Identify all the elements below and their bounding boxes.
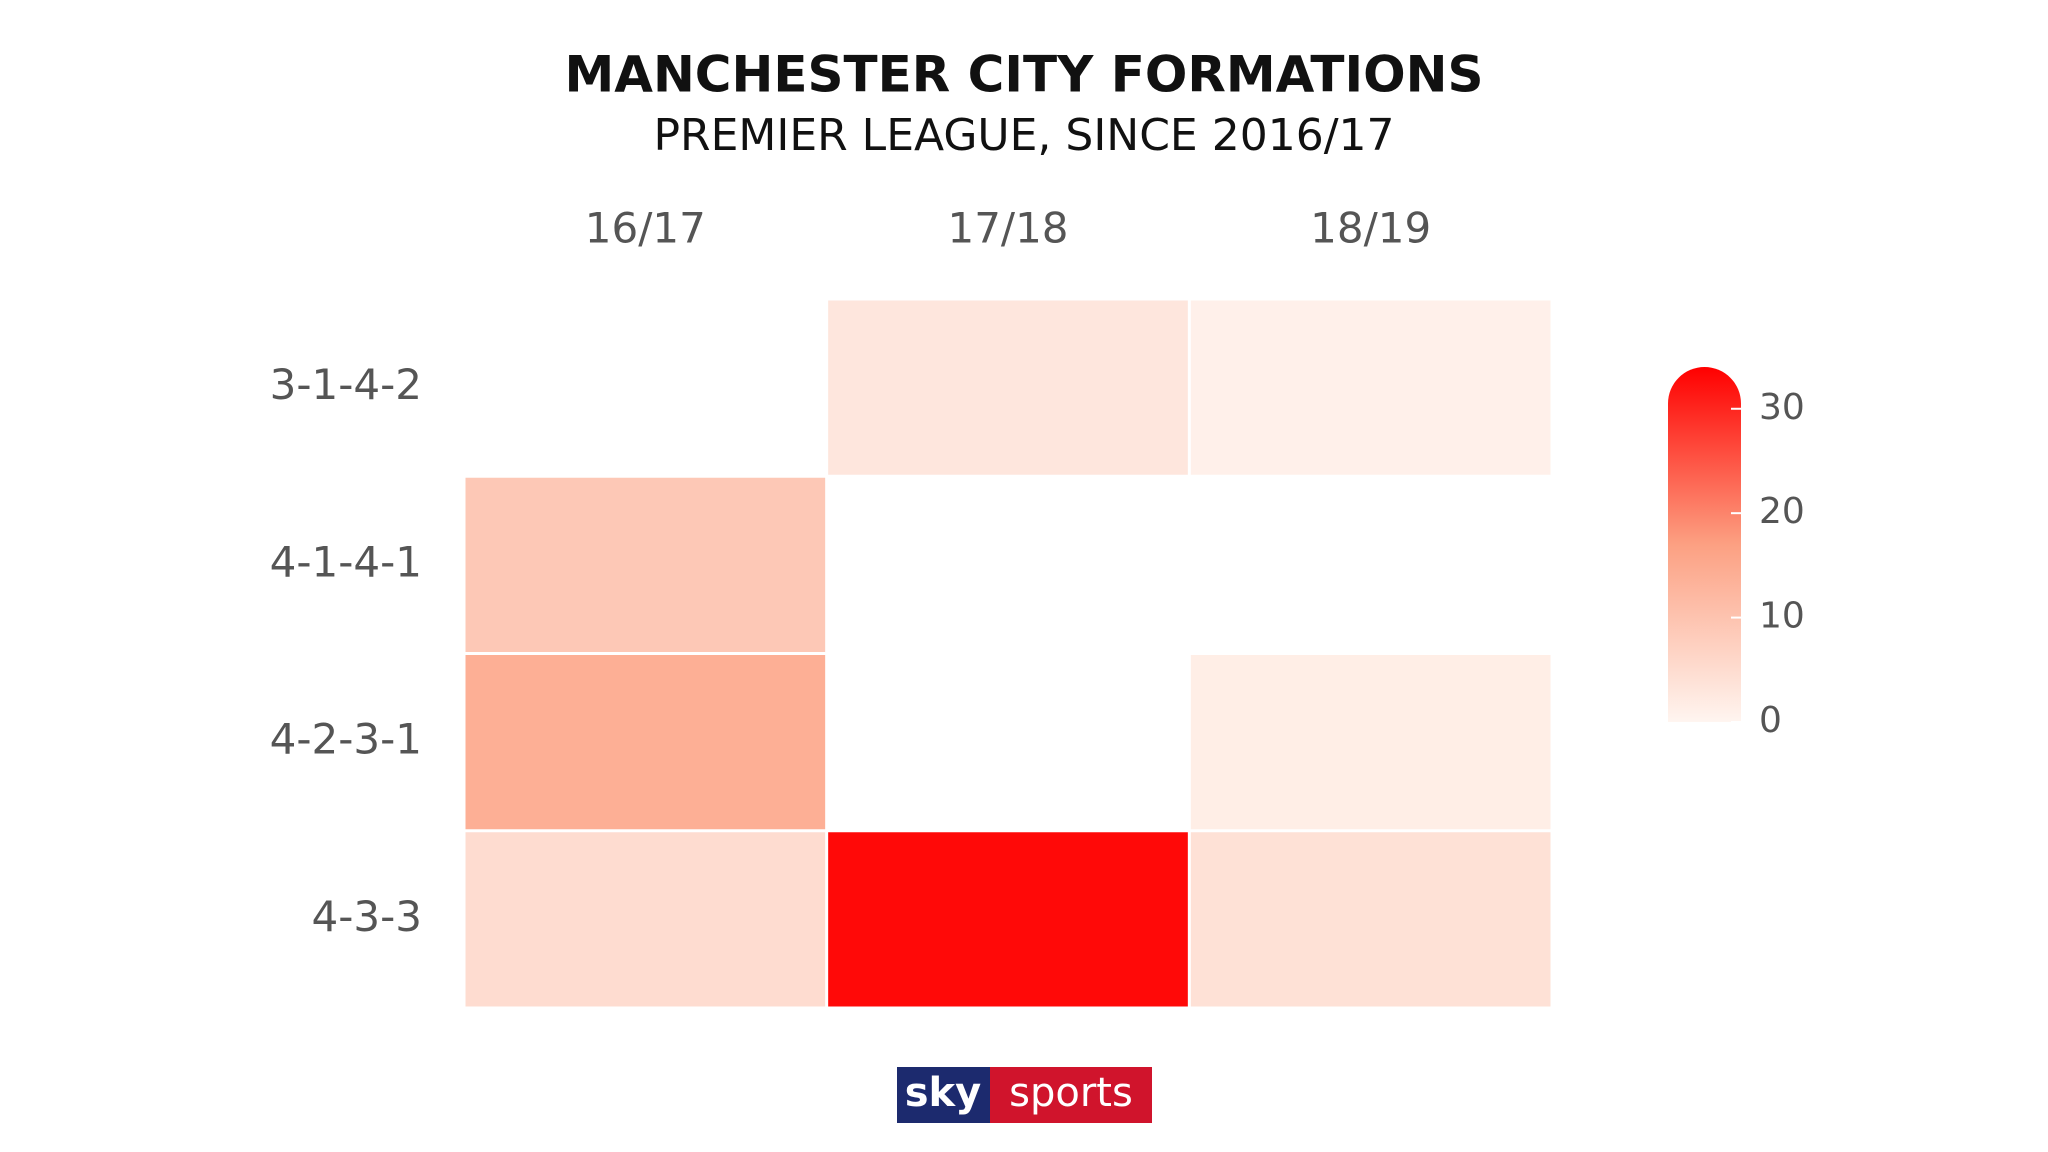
colorbar: [1668, 367, 1741, 722]
logo-left-bg: [897, 1067, 990, 1123]
y-tick-label: 4-3-3: [312, 892, 422, 941]
logo-right: sports: [1009, 1070, 1133, 1116]
colorbar-tick-label: 10: [1759, 596, 1805, 637]
logo-right-bg: [990, 1067, 1152, 1123]
heatmap-cell: [465, 655, 826, 830]
x-tick-label: 16/17: [585, 204, 706, 253]
chart-title: MANCHESTER CITY FORMATIONS: [565, 46, 1484, 104]
x-tick-label: 18/19: [1310, 204, 1431, 253]
y-tick-label: 4-2-3-1: [270, 715, 422, 764]
heatmap-cell: [1190, 655, 1551, 830]
heatmap-cell: [465, 832, 826, 1007]
heatmap-cell: [828, 300, 1188, 475]
x-tick-label: 17/18: [947, 204, 1068, 253]
heatmap-cell: [828, 832, 1188, 1007]
logo: sky sports: [897, 1067, 1152, 1123]
colorbar-tick-label: 30: [1759, 387, 1805, 428]
chart-subtitle: PREMIER LEAGUE, SINCE 2016/17: [653, 110, 1394, 161]
y-tick-label: 3-1-4-2: [270, 360, 422, 409]
y-tick-label: 4-1-4-1: [270, 537, 422, 586]
colorbar-tick-label: 20: [1759, 491, 1805, 532]
heatmap-cell: [465, 477, 826, 652]
colorbar-tick-label: 0: [1759, 700, 1782, 741]
heatmap-cell: [1190, 832, 1551, 1007]
logo-left: sky: [905, 1070, 981, 1116]
heatmap-cell: [1190, 300, 1551, 475]
